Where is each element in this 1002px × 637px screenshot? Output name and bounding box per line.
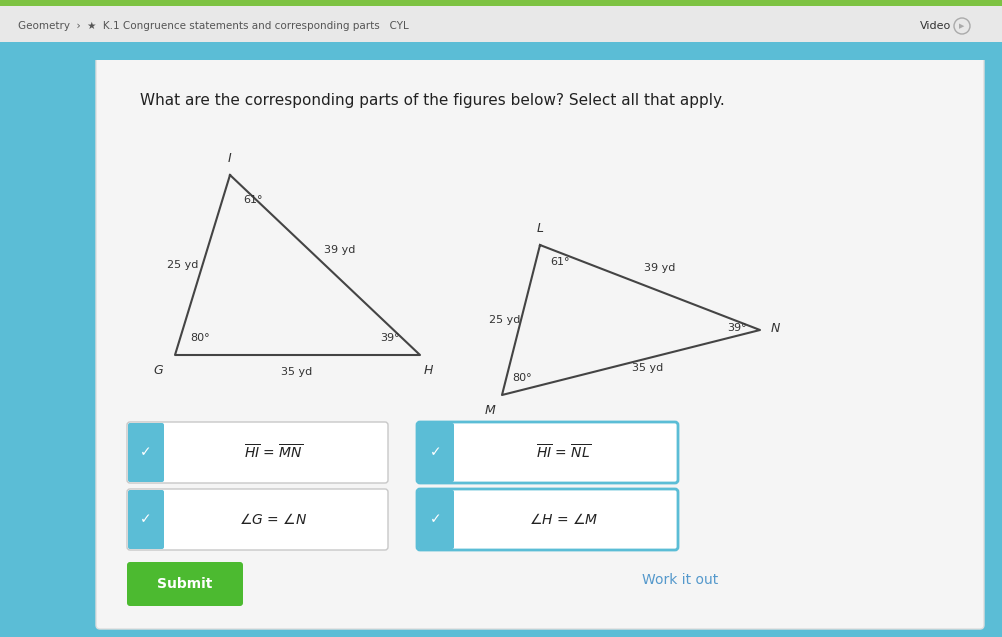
Text: $\overline{HI}$ = $\overline{NL}$: $\overline{HI}$ = $\overline{NL}$	[536, 443, 591, 462]
FancyBboxPatch shape	[127, 562, 243, 606]
Text: 39 yd: 39 yd	[644, 263, 675, 273]
Text: 39 yd: 39 yd	[325, 245, 356, 255]
Text: H: H	[423, 364, 433, 376]
Text: 35 yd: 35 yd	[632, 363, 663, 373]
Text: 61°: 61°	[243, 195, 263, 205]
FancyBboxPatch shape	[418, 423, 454, 482]
Text: ✓: ✓	[140, 513, 152, 527]
Text: $\angle H$ = $\angle M$: $\angle H$ = $\angle M$	[529, 512, 598, 527]
Bar	[0, 42, 1002, 60]
Text: Submit: Submit	[157, 577, 212, 591]
Text: N: N	[771, 322, 780, 334]
Text: ▶: ▶	[959, 23, 965, 29]
Text: M: M	[485, 403, 495, 417]
FancyBboxPatch shape	[417, 489, 678, 550]
Text: G: G	[153, 364, 162, 376]
Text: I: I	[228, 152, 231, 164]
Text: 39°: 39°	[727, 323, 746, 333]
Text: What are the corresponding parts of the figures below? Select all that apply.: What are the corresponding parts of the …	[140, 92, 724, 108]
Text: 61°: 61°	[550, 257, 570, 267]
FancyBboxPatch shape	[128, 423, 164, 482]
FancyBboxPatch shape	[418, 490, 454, 549]
Text: 80°: 80°	[190, 333, 209, 343]
Bar	[0, 6, 1002, 42]
Text: 25 yd: 25 yd	[489, 315, 521, 325]
Text: ✓: ✓	[430, 513, 442, 527]
FancyBboxPatch shape	[417, 422, 678, 483]
Text: 80°: 80°	[512, 373, 532, 383]
Text: $\angle G$ = $\angle N$: $\angle G$ = $\angle N$	[239, 512, 308, 527]
Text: 39°: 39°	[380, 333, 400, 343]
Text: ✓: ✓	[430, 445, 442, 459]
FancyBboxPatch shape	[127, 422, 388, 483]
Text: 35 yd: 35 yd	[282, 367, 313, 377]
Text: ✓: ✓	[140, 445, 152, 459]
FancyBboxPatch shape	[127, 489, 388, 550]
Text: $\overline{HI}$ = $\overline{MN}$: $\overline{HI}$ = $\overline{MN}$	[243, 443, 304, 462]
Text: Geometry  ›  ★  K.1 Congruence statements and corresponding parts   CYL: Geometry › ★ K.1 Congruence statements a…	[18, 21, 409, 31]
Text: Work it out: Work it out	[642, 573, 718, 587]
Text: 25 yd: 25 yd	[167, 260, 198, 270]
Text: Video: Video	[920, 21, 951, 31]
Text: L: L	[536, 222, 543, 234]
FancyBboxPatch shape	[128, 490, 164, 549]
Bar	[0, 0, 1002, 6]
FancyBboxPatch shape	[96, 51, 984, 629]
